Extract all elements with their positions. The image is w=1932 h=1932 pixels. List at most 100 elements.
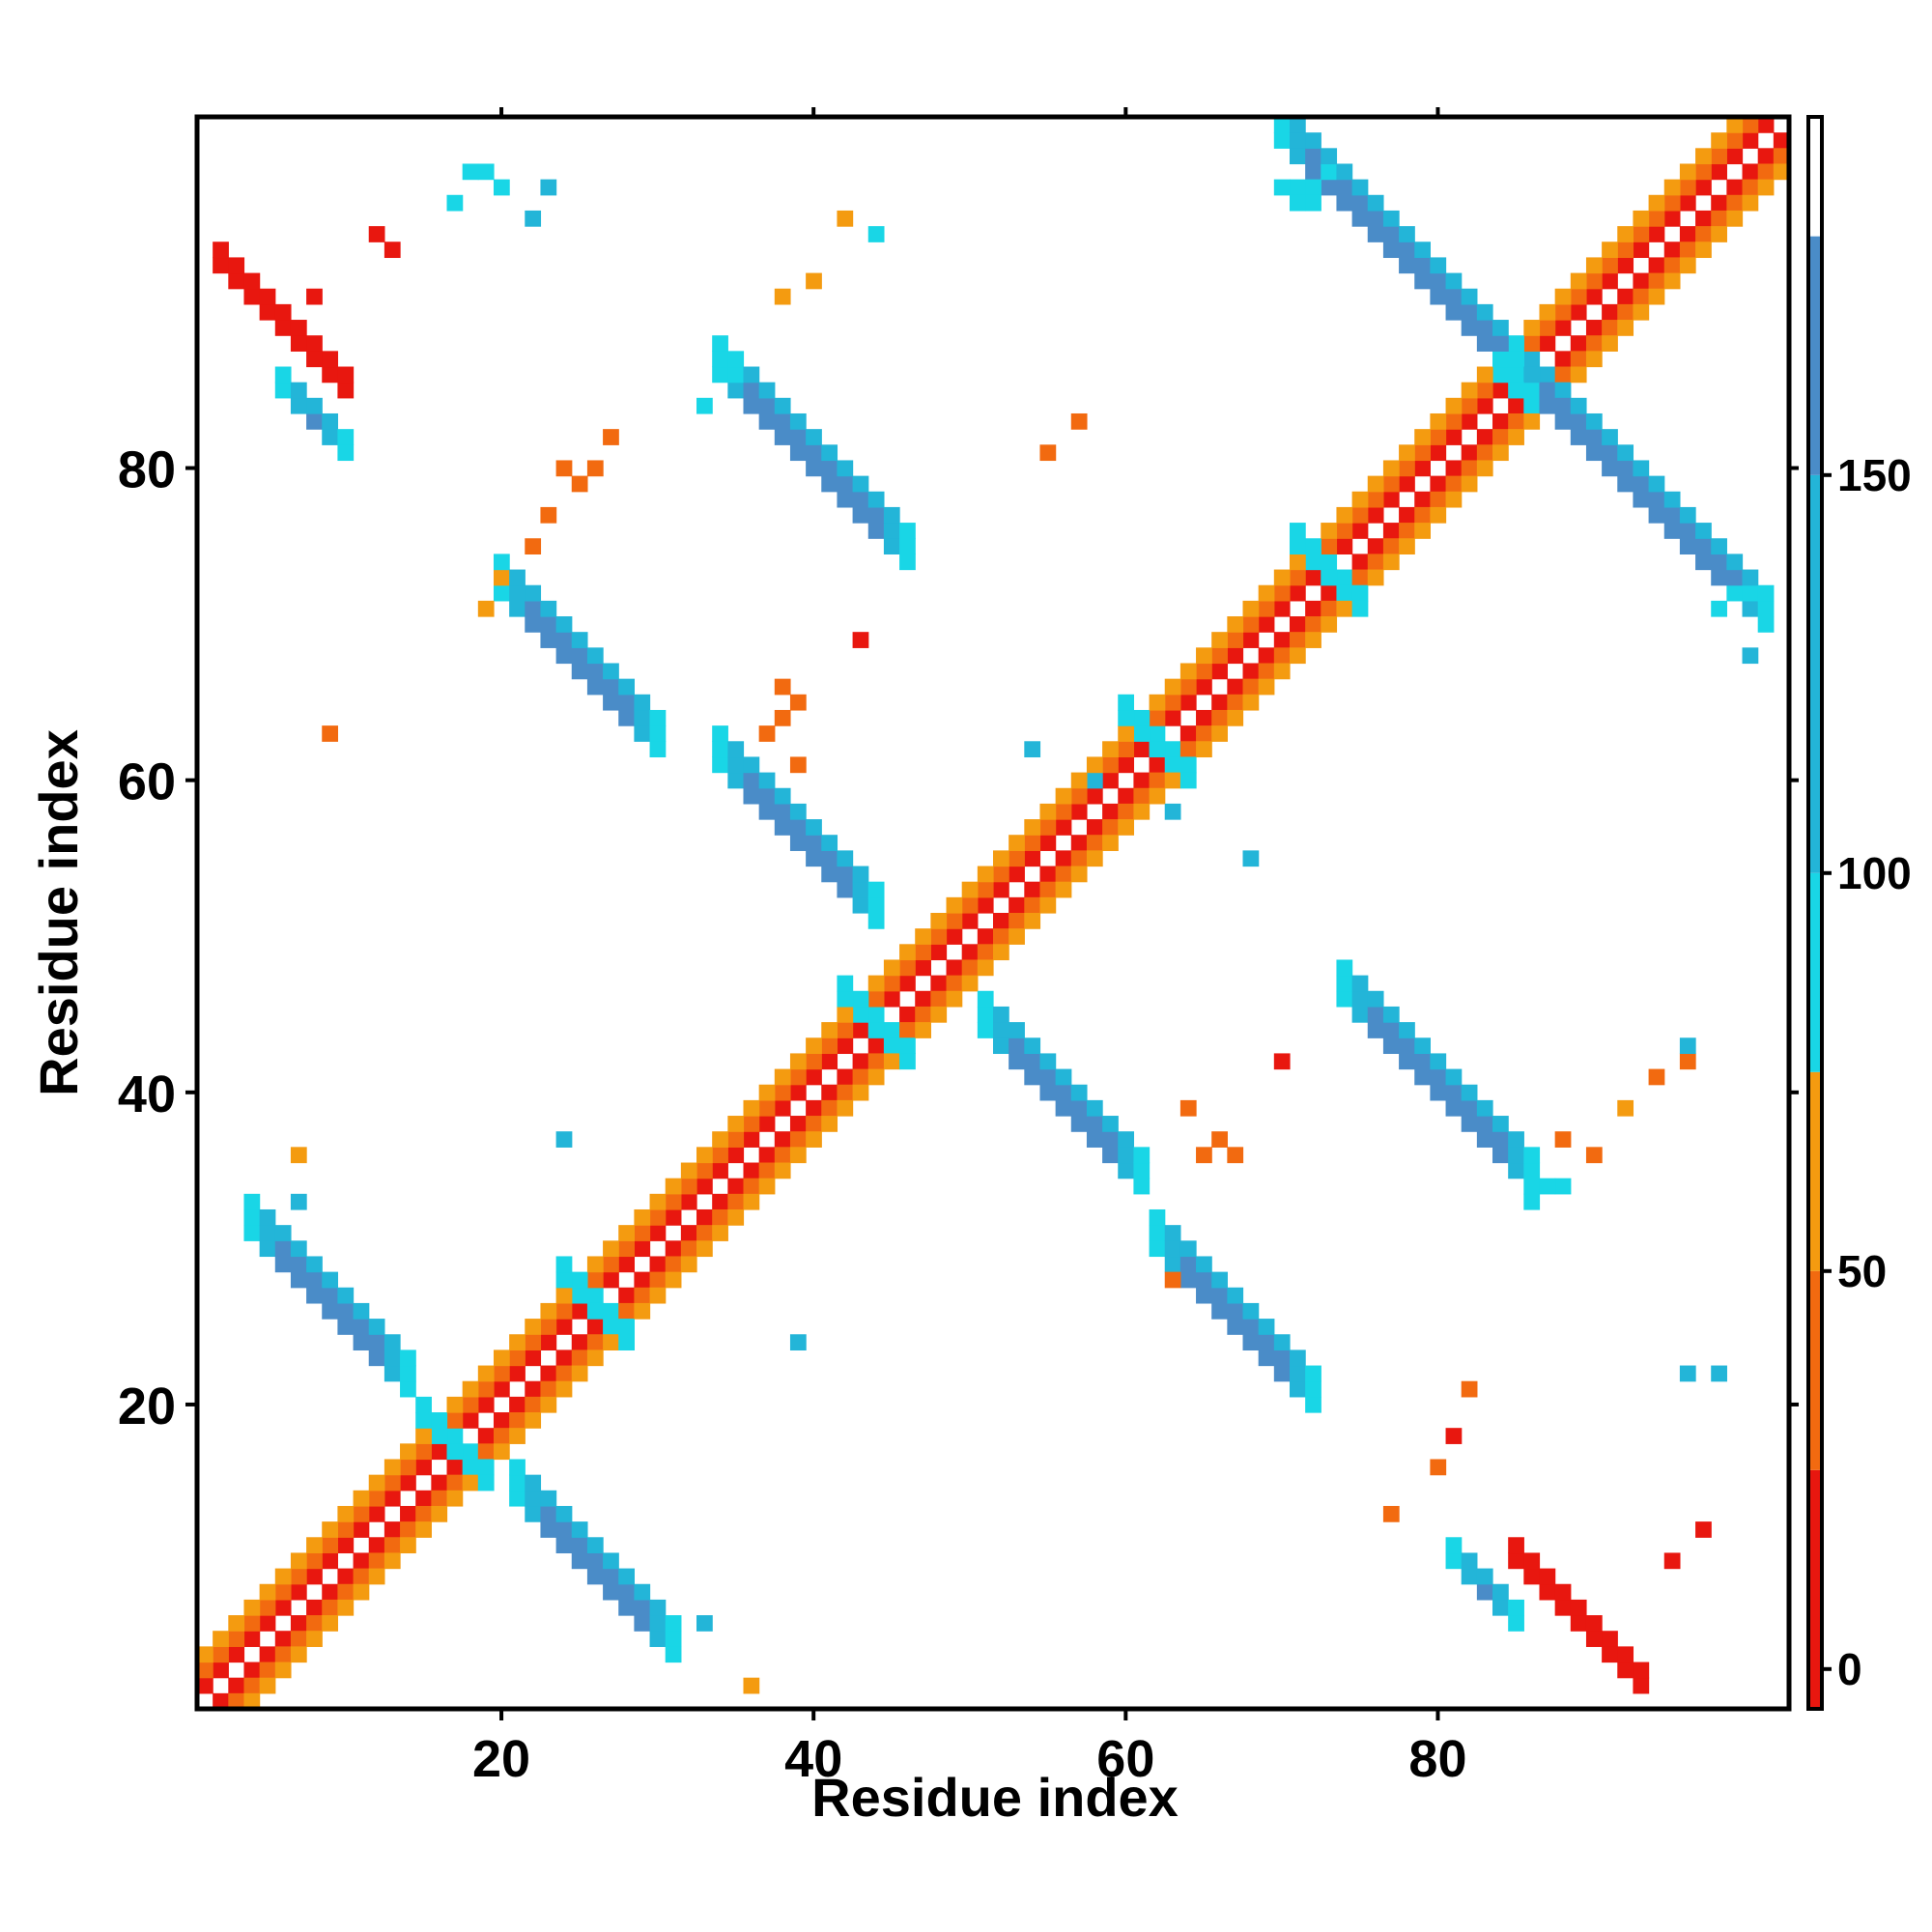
heatmap-cell bbox=[821, 835, 838, 851]
heatmap-cell bbox=[1289, 647, 1306, 665]
heatmap-cell bbox=[680, 1256, 697, 1273]
heatmap-cell bbox=[1133, 1162, 1151, 1179]
heatmap-cell bbox=[540, 1396, 557, 1413]
heatmap-cell bbox=[1289, 1365, 1306, 1382]
heatmap-cell bbox=[852, 896, 869, 914]
heatmap-cell bbox=[1399, 444, 1415, 462]
heatmap-cell bbox=[1430, 506, 1447, 524]
heatmap-cell bbox=[821, 850, 838, 867]
heatmap-cell bbox=[1164, 741, 1181, 758]
heatmap-cell bbox=[1070, 1116, 1088, 1132]
heatmap-cell bbox=[1476, 444, 1493, 462]
heatmap-cell bbox=[431, 1412, 448, 1429]
heatmap-cell bbox=[1336, 990, 1353, 1008]
heatmap-cell bbox=[1196, 725, 1212, 742]
heatmap-cell bbox=[837, 866, 854, 883]
heatmap-cell bbox=[1273, 117, 1291, 133]
heatmap-cell bbox=[806, 429, 822, 445]
heatmap-cell bbox=[555, 1537, 573, 1554]
colorbar-tick-label: 0 bbox=[1837, 1644, 1862, 1694]
heatmap-cell bbox=[993, 928, 1009, 945]
heatmap-cell bbox=[1570, 412, 1587, 430]
heatmap-cell bbox=[1570, 1599, 1587, 1616]
heatmap-cell bbox=[571, 1350, 588, 1367]
heatmap-cell bbox=[322, 366, 339, 384]
heatmap-cell bbox=[1508, 1131, 1524, 1148]
heatmap-cell bbox=[727, 741, 745, 758]
heatmap-cell bbox=[1663, 257, 1681, 274]
heatmap-cell bbox=[1430, 1084, 1447, 1101]
heatmap-cell bbox=[1570, 397, 1587, 414]
heatmap-cell bbox=[915, 990, 931, 1008]
heatmap-cell bbox=[571, 1302, 588, 1320]
heatmap-cell bbox=[837, 990, 854, 1008]
heatmap-cell bbox=[1539, 1568, 1556, 1585]
heatmap-cell bbox=[1382, 460, 1400, 477]
heatmap-cell bbox=[322, 429, 339, 445]
heatmap-cell bbox=[1679, 194, 1696, 212]
heatmap-cell bbox=[1133, 709, 1151, 726]
heatmap-cell bbox=[1133, 803, 1151, 820]
heatmap-cell bbox=[634, 709, 651, 726]
heatmap-cell bbox=[1086, 835, 1103, 851]
heatmap-cell bbox=[1258, 600, 1275, 617]
heatmap-cell bbox=[1461, 1552, 1478, 1570]
heatmap-cell bbox=[930, 944, 948, 961]
heatmap-cell bbox=[586, 1350, 604, 1367]
heatmap-cell bbox=[634, 725, 651, 742]
heatmap-cell bbox=[774, 397, 791, 414]
heatmap-cell bbox=[1726, 210, 1744, 227]
heatmap-cell bbox=[1476, 1568, 1493, 1585]
heatmap-cell bbox=[1179, 1099, 1197, 1117]
heatmap-cell bbox=[1133, 1147, 1151, 1164]
heatmap-cell bbox=[431, 1490, 448, 1507]
heatmap-cell bbox=[1382, 226, 1400, 242]
heatmap-cell bbox=[883, 523, 900, 539]
heatmap-cell bbox=[337, 1302, 355, 1320]
heatmap-cell bbox=[306, 1599, 323, 1616]
heatmap-cell bbox=[961, 896, 979, 914]
heatmap-cell bbox=[306, 1631, 323, 1647]
heatmap-cell bbox=[1399, 1022, 1415, 1038]
heatmap-cell bbox=[525, 1490, 542, 1507]
heatmap-cell bbox=[1070, 866, 1088, 883]
heatmap-cell bbox=[837, 881, 854, 898]
heatmap-cell bbox=[1164, 1271, 1181, 1289]
heatmap-cell bbox=[1570, 429, 1587, 445]
heatmap-cell bbox=[337, 1287, 355, 1304]
heatmap-cell bbox=[213, 1692, 229, 1710]
heatmap-cell bbox=[540, 1380, 557, 1398]
heatmap-cell bbox=[867, 1022, 885, 1038]
heatmap-cell bbox=[1554, 397, 1572, 414]
heatmap-cell bbox=[821, 1084, 838, 1101]
heatmap-cell bbox=[1289, 632, 1306, 648]
heatmap-cell bbox=[1523, 366, 1541, 384]
heatmap-cell bbox=[774, 1131, 791, 1148]
heatmap-cell bbox=[1585, 351, 1603, 368]
heatmap-cell bbox=[1024, 1053, 1041, 1070]
heatmap-cell bbox=[1336, 179, 1353, 196]
heatmap-cell bbox=[665, 1631, 682, 1647]
heatmap-cell bbox=[1179, 741, 1197, 758]
heatmap-cell bbox=[1336, 569, 1353, 586]
heatmap-cell bbox=[400, 1365, 416, 1382]
heatmap-cell bbox=[993, 944, 1009, 961]
heatmap-cell bbox=[525, 1350, 542, 1367]
heatmap-cell bbox=[1336, 506, 1353, 524]
heatmap-cell bbox=[758, 1178, 776, 1195]
heatmap-cell bbox=[727, 1116, 745, 1132]
heatmap-cell bbox=[1273, 663, 1291, 680]
heatmap-cell bbox=[1273, 632, 1291, 648]
heatmap-cell bbox=[431, 1428, 448, 1444]
heatmap-cell bbox=[1305, 554, 1321, 571]
heatmap-cell bbox=[306, 1271, 323, 1289]
heatmap-cell bbox=[665, 1208, 682, 1226]
heatmap-cell bbox=[1476, 397, 1493, 414]
heatmap-cell bbox=[867, 1053, 885, 1070]
heatmap-cell bbox=[743, 1131, 760, 1148]
heatmap-cell bbox=[1070, 835, 1088, 851]
heatmap-cell bbox=[946, 975, 963, 992]
heatmap-cell bbox=[1617, 1662, 1634, 1679]
heatmap-cell bbox=[1196, 1147, 1212, 1164]
heatmap-cell bbox=[1492, 320, 1509, 336]
